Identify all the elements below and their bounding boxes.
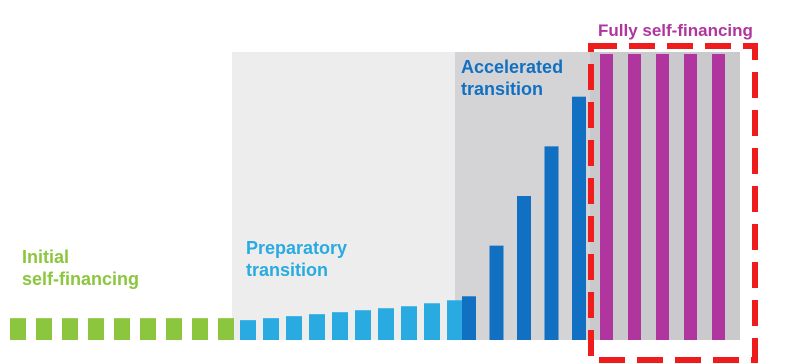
bar xyxy=(544,146,559,340)
bar xyxy=(309,314,325,340)
phase-label: Fully self-financing xyxy=(598,21,753,40)
bar xyxy=(36,318,52,340)
bar xyxy=(712,53,725,340)
phase-label: Initial self-financing xyxy=(22,247,140,289)
phase-label: Preparatory transition xyxy=(246,238,348,280)
phase-label: Accelerated transition xyxy=(461,57,564,99)
bar xyxy=(355,310,371,340)
bar xyxy=(332,312,348,340)
bar xyxy=(240,320,256,340)
bar xyxy=(401,306,417,340)
bar xyxy=(10,318,26,340)
bar xyxy=(88,318,104,340)
bar xyxy=(684,53,697,340)
bar xyxy=(572,96,586,340)
bar xyxy=(656,53,669,340)
bar xyxy=(517,196,531,340)
bar xyxy=(62,318,78,340)
bar xyxy=(140,318,156,340)
bar xyxy=(462,296,476,340)
bar xyxy=(286,316,302,340)
phase-background xyxy=(232,52,455,340)
bar xyxy=(600,53,613,340)
bar xyxy=(263,318,279,340)
bar xyxy=(378,308,394,340)
bar xyxy=(114,318,130,340)
highlight-box xyxy=(588,43,758,363)
bar xyxy=(447,300,463,340)
bar xyxy=(166,318,182,340)
bar xyxy=(489,245,504,340)
bar xyxy=(218,318,234,340)
bar xyxy=(192,318,208,340)
bar xyxy=(424,303,440,340)
bar xyxy=(628,53,641,340)
